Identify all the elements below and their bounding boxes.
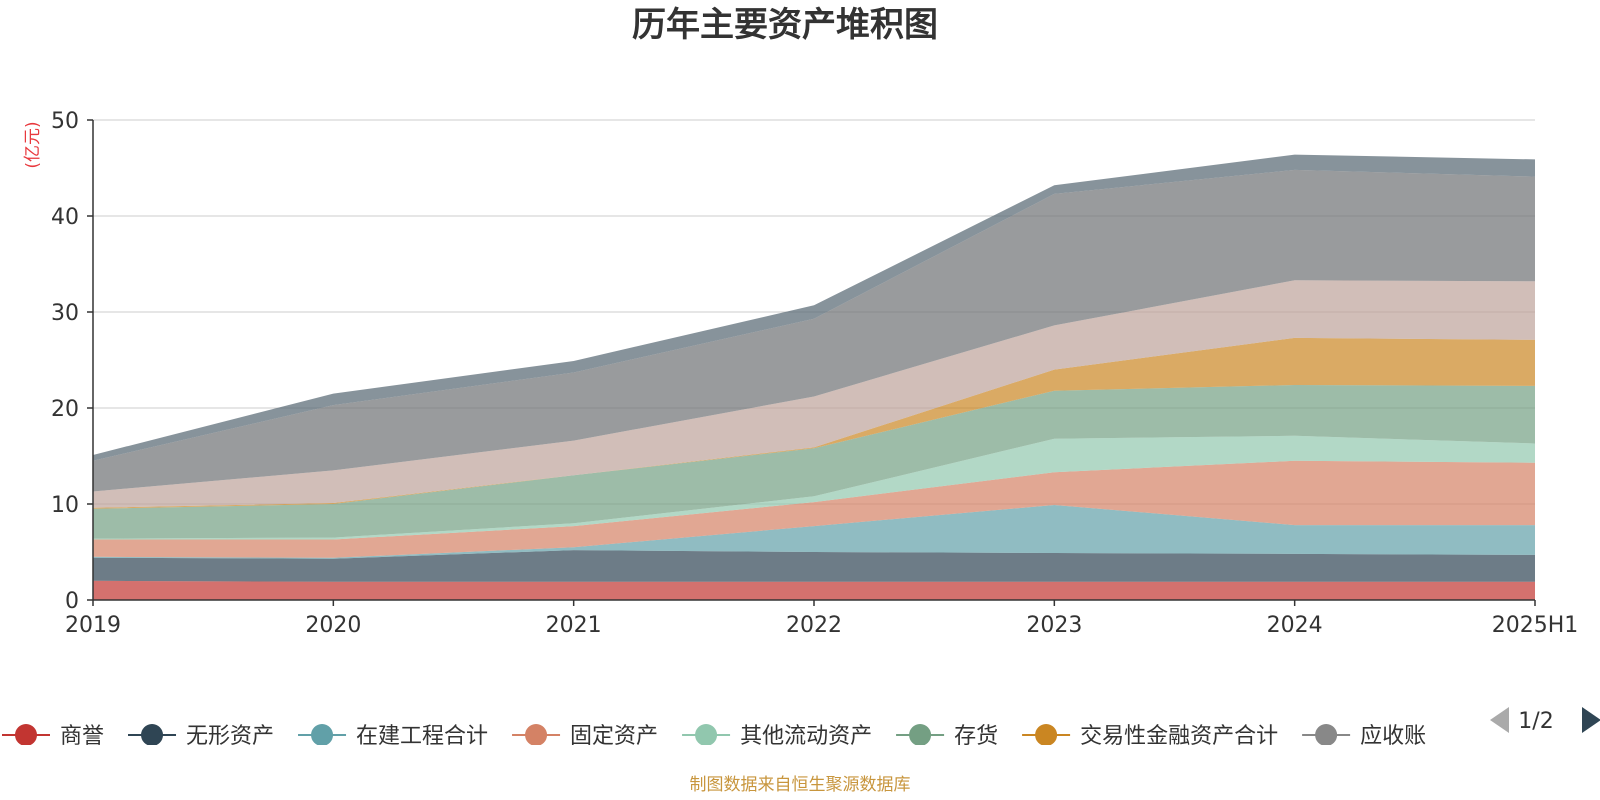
legend-items: 商誉 无形资产 在建工程合计 固定资产 其他流动资产 存货 交易性金融资产合计 应收账 — [2, 724, 1426, 749]
x-tick-label: 2019 — [65, 613, 121, 638]
chart-title: 历年主要资产堆积图 — [632, 5, 938, 45]
legend-item-4[interactable]: 其他流动资产 — [682, 724, 872, 749]
legend-item-7[interactable]: 应收账 — [1302, 724, 1426, 749]
x-tick-label: 2023 — [1026, 613, 1082, 638]
legend-marker-icon — [909, 724, 932, 745]
area-series-8 — [93, 169, 1535, 492]
legend-marker-icon — [15, 724, 37, 745]
legend-prev-page-icon[interactable] — [1490, 707, 1509, 733]
legend-label: 应收账 — [1360, 724, 1426, 749]
area-series-4 — [93, 435, 1535, 540]
legend-marker-icon — [1035, 724, 1058, 745]
axes: 0 10 20 30 40 50 2019 2020 2021 2022 2023 2024 2025H… — [51, 109, 1578, 638]
area-series-2 — [93, 505, 1535, 559]
legend-page-indicator: 1/2 — [1518, 709, 1553, 734]
area-series-9 — [93, 154, 1535, 461]
x-tick-label: 2024 — [1267, 613, 1323, 638]
x-tick-label: 2025H1 — [1492, 613, 1579, 638]
x-tick-label: 2020 — [305, 613, 361, 638]
data-source-note: 制图数据来自恒生聚源数据库 — [690, 775, 911, 795]
y-tick-label: 20 — [51, 397, 79, 422]
legend-marker-icon — [525, 724, 548, 745]
y-tick-label: 30 — [51, 301, 79, 326]
area-series-6 — [93, 337, 1535, 509]
area-series-0 — [93, 580, 1535, 600]
y-tick-label: 40 — [51, 205, 79, 230]
legend-item-5[interactable]: 存货 — [896, 724, 998, 749]
legend-marker-icon — [311, 724, 334, 745]
legend-item-2[interactable]: 在建工程合计 — [298, 724, 488, 749]
legend-label: 存货 — [954, 724, 998, 749]
legend-label: 在建工程合计 — [356, 724, 488, 749]
legend-next-page-icon[interactable] — [1582, 707, 1600, 733]
area-series-3 — [93, 460, 1535, 558]
y-axis-unit: (亿元) — [23, 121, 43, 168]
x-tick-label: 2021 — [546, 613, 602, 638]
legend-marker-icon — [141, 724, 164, 745]
y-tick-label: 0 — [65, 589, 79, 614]
legend-item-6[interactable]: 交易性金融资产合计 — [1022, 724, 1278, 749]
legend-label: 交易性金融资产合计 — [1080, 724, 1278, 749]
legend-item-3[interactable]: 固定资产 — [512, 724, 658, 749]
legend-marker-icon — [695, 724, 718, 745]
x-tick-label: 2022 — [786, 613, 842, 638]
legend-item-1[interactable]: 无形资产 — [128, 724, 274, 749]
area-series-5 — [93, 385, 1535, 539]
legend-label: 无形资产 — [186, 724, 274, 749]
y-tick-label: 10 — [51, 493, 79, 518]
y-tick-label: 50 — [51, 109, 79, 134]
area-series — [93, 154, 1535, 600]
legend-label: 固定资产 — [570, 724, 658, 749]
legend-marker-icon — [1315, 724, 1338, 745]
legend-item-0[interactable]: 商誉 — [2, 724, 104, 749]
area-series-1 — [93, 550, 1535, 582]
legend: 商誉 无形资产 在建工程合计 固定资产 其他流动资产 存货 交易性金融资产合计 应收账 — [2, 724, 1426, 749]
area-series-7 — [93, 280, 1535, 508]
legend-label: 商誉 — [60, 724, 104, 749]
legend-label: 其他流动资产 — [740, 724, 872, 749]
